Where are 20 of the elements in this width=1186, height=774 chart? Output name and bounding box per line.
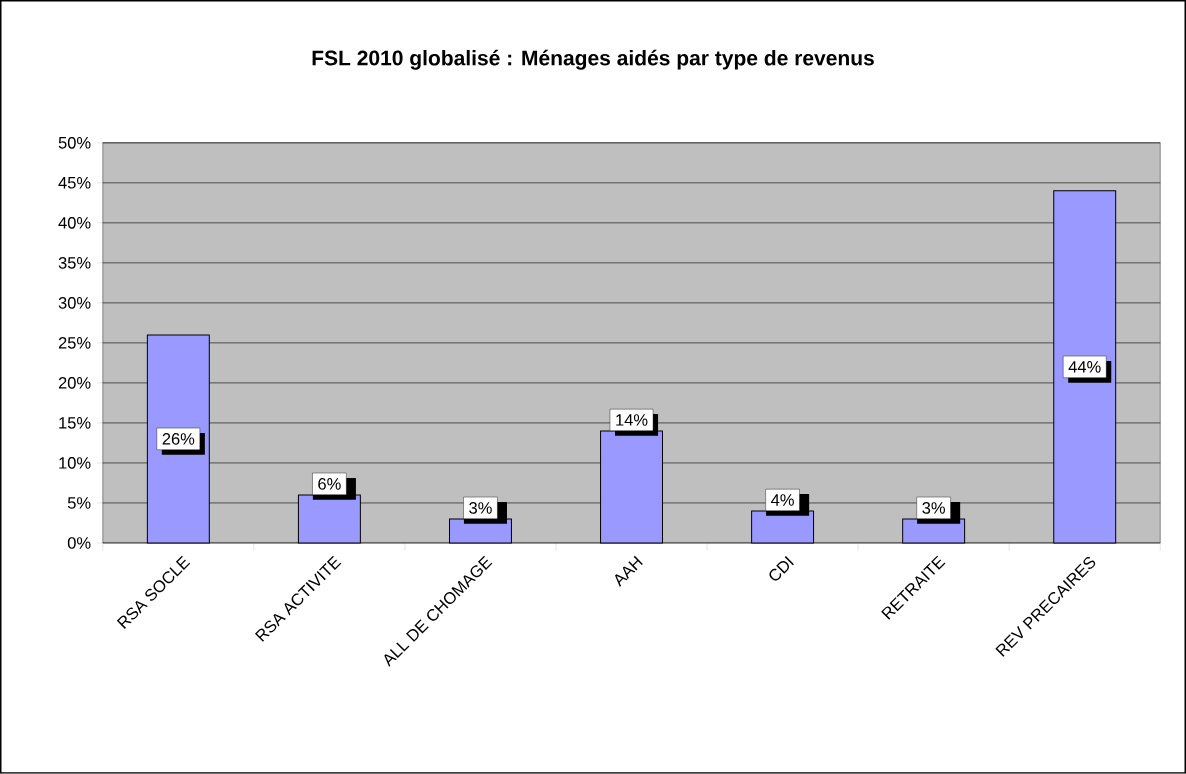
y-tick-label: 40% (58, 217, 91, 229)
data-label: 3% (469, 502, 492, 514)
data-label: 6% (318, 478, 341, 490)
data-label: 14% (616, 414, 648, 426)
y-tick-label: 5% (67, 497, 91, 509)
y-tick-label: 0% (67, 537, 91, 549)
y-tick-label: 50% (58, 137, 91, 149)
y-tick-label: 10% (59, 457, 91, 469)
y-tick-label: 30% (58, 297, 91, 309)
y-tick-label: 20% (58, 377, 91, 389)
y-tick-label: 45% (58, 177, 91, 189)
y-tick-label: 35% (58, 257, 91, 269)
y-tick-label: 15% (59, 417, 91, 429)
chart-title: FSL 2010 globalisé : Ménages aidés par type de revenus (312, 49, 874, 70)
data-label: 26% (162, 433, 195, 445)
y-tick-label: 25% (58, 337, 91, 349)
data-label: 3% (922, 502, 945, 514)
data-label: 4% (771, 494, 794, 506)
x-tick-label: CDI (769, 556, 794, 581)
data-label: 44% (1068, 361, 1101, 373)
